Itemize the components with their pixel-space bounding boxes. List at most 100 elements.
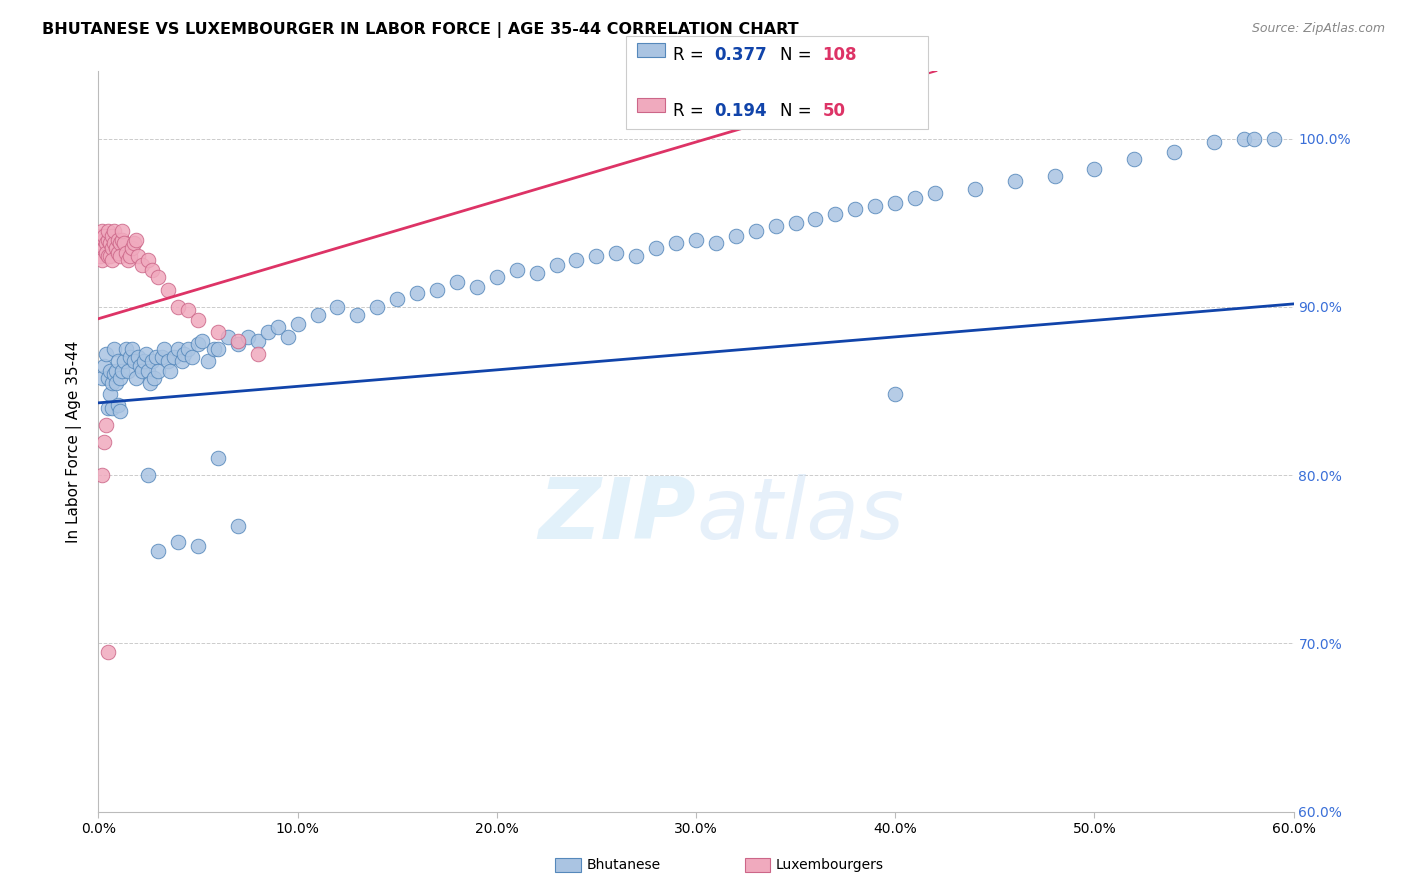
Point: [1263, 131, 1285, 145]
Point: [187, 313, 209, 327]
Point: [506, 263, 529, 277]
Point: [153, 342, 176, 356]
Point: [865, 199, 887, 213]
Point: [844, 202, 866, 217]
Point: [98, 387, 122, 401]
Point: [157, 283, 180, 297]
Point: [446, 275, 468, 289]
Point: [91, 235, 114, 250]
Point: [103, 224, 125, 238]
Point: [167, 535, 190, 549]
Point: [101, 241, 124, 255]
Point: [346, 309, 368, 323]
Point: [97, 370, 120, 384]
Point: [187, 539, 209, 553]
Point: [93, 229, 115, 244]
Point: [134, 353, 156, 368]
Point: [1163, 145, 1185, 160]
Point: [1123, 152, 1146, 166]
Point: [101, 376, 124, 390]
Point: [111, 224, 134, 238]
Point: [107, 353, 129, 368]
Point: [131, 364, 153, 378]
Point: [159, 364, 181, 378]
Point: [173, 347, 195, 361]
Point: [136, 252, 159, 267]
Point: [963, 182, 986, 196]
Point: [139, 376, 162, 390]
Point: [98, 235, 122, 250]
Point: [685, 233, 707, 247]
Point: [226, 518, 249, 533]
Point: [724, 229, 747, 244]
Point: [97, 401, 120, 415]
Point: [93, 233, 115, 247]
Text: BHUTANESE VS LUXEMBOURGER IN LABOR FORCE | AGE 35-44 CORRELATION CHART: BHUTANESE VS LUXEMBOURGER IN LABOR FORCE…: [42, 22, 799, 38]
Text: Source: ZipAtlas.com: Source: ZipAtlas.com: [1251, 22, 1385, 36]
Text: 108: 108: [823, 46, 858, 64]
Point: [824, 207, 846, 221]
Point: [125, 370, 148, 384]
Point: [105, 364, 128, 378]
Point: [226, 337, 249, 351]
Point: [131, 258, 153, 272]
Point: [136, 468, 159, 483]
Point: [277, 330, 299, 344]
Point: [236, 330, 259, 344]
Point: [98, 364, 122, 378]
Point: [107, 398, 129, 412]
Point: [91, 252, 114, 267]
Point: [202, 342, 225, 356]
Point: [93, 241, 115, 255]
Point: [93, 359, 115, 373]
Point: [110, 404, 132, 418]
Point: [148, 544, 170, 558]
Text: Bhutanese: Bhutanese: [586, 858, 661, 872]
Point: [187, 337, 209, 351]
Point: [103, 368, 125, 382]
Text: atlas: atlas: [696, 474, 904, 558]
Point: [150, 351, 173, 365]
Point: [172, 353, 194, 368]
Point: [177, 303, 200, 318]
Point: [645, 241, 668, 255]
Point: [91, 468, 114, 483]
Point: [107, 233, 129, 247]
Point: [89, 250, 111, 264]
Point: [103, 235, 125, 250]
Point: [1083, 161, 1105, 176]
Point: [207, 325, 229, 339]
Text: ZIP: ZIP: [538, 474, 696, 558]
Point: [115, 342, 138, 356]
Point: [485, 269, 508, 284]
Point: [97, 233, 120, 247]
Point: [115, 246, 138, 260]
Point: [167, 300, 190, 314]
Point: [565, 252, 588, 267]
Point: [256, 325, 278, 339]
Point: [605, 246, 627, 260]
Point: [96, 246, 118, 260]
Point: [145, 351, 167, 365]
Point: [1202, 135, 1225, 149]
Point: [111, 233, 134, 247]
Point: [96, 235, 118, 250]
Point: [125, 233, 148, 247]
Point: [426, 283, 449, 297]
Point: [1043, 169, 1066, 183]
Point: [135, 347, 157, 361]
Point: [267, 320, 290, 334]
Point: [91, 370, 114, 384]
Point: [101, 252, 124, 267]
Point: [96, 417, 118, 432]
Point: [127, 351, 149, 365]
Point: [181, 351, 204, 365]
Point: [110, 250, 132, 264]
Point: [93, 434, 115, 449]
Point: [141, 353, 163, 368]
Text: N =: N =: [780, 102, 817, 120]
Point: [148, 269, 170, 284]
Point: [465, 279, 488, 293]
Text: 0.194: 0.194: [714, 102, 766, 120]
Point: [101, 229, 124, 244]
